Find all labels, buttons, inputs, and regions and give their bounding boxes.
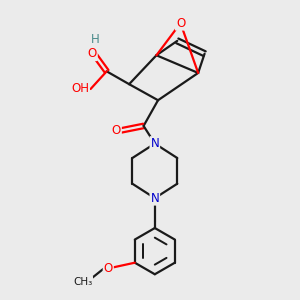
Text: N: N xyxy=(150,137,159,150)
Text: O: O xyxy=(88,47,97,60)
Text: O: O xyxy=(112,124,121,137)
Text: H: H xyxy=(91,33,100,46)
Text: OH: OH xyxy=(71,82,89,95)
Text: N: N xyxy=(150,192,159,205)
Text: CH₃: CH₃ xyxy=(73,277,92,286)
Text: O: O xyxy=(176,17,185,30)
Text: O: O xyxy=(103,262,113,275)
